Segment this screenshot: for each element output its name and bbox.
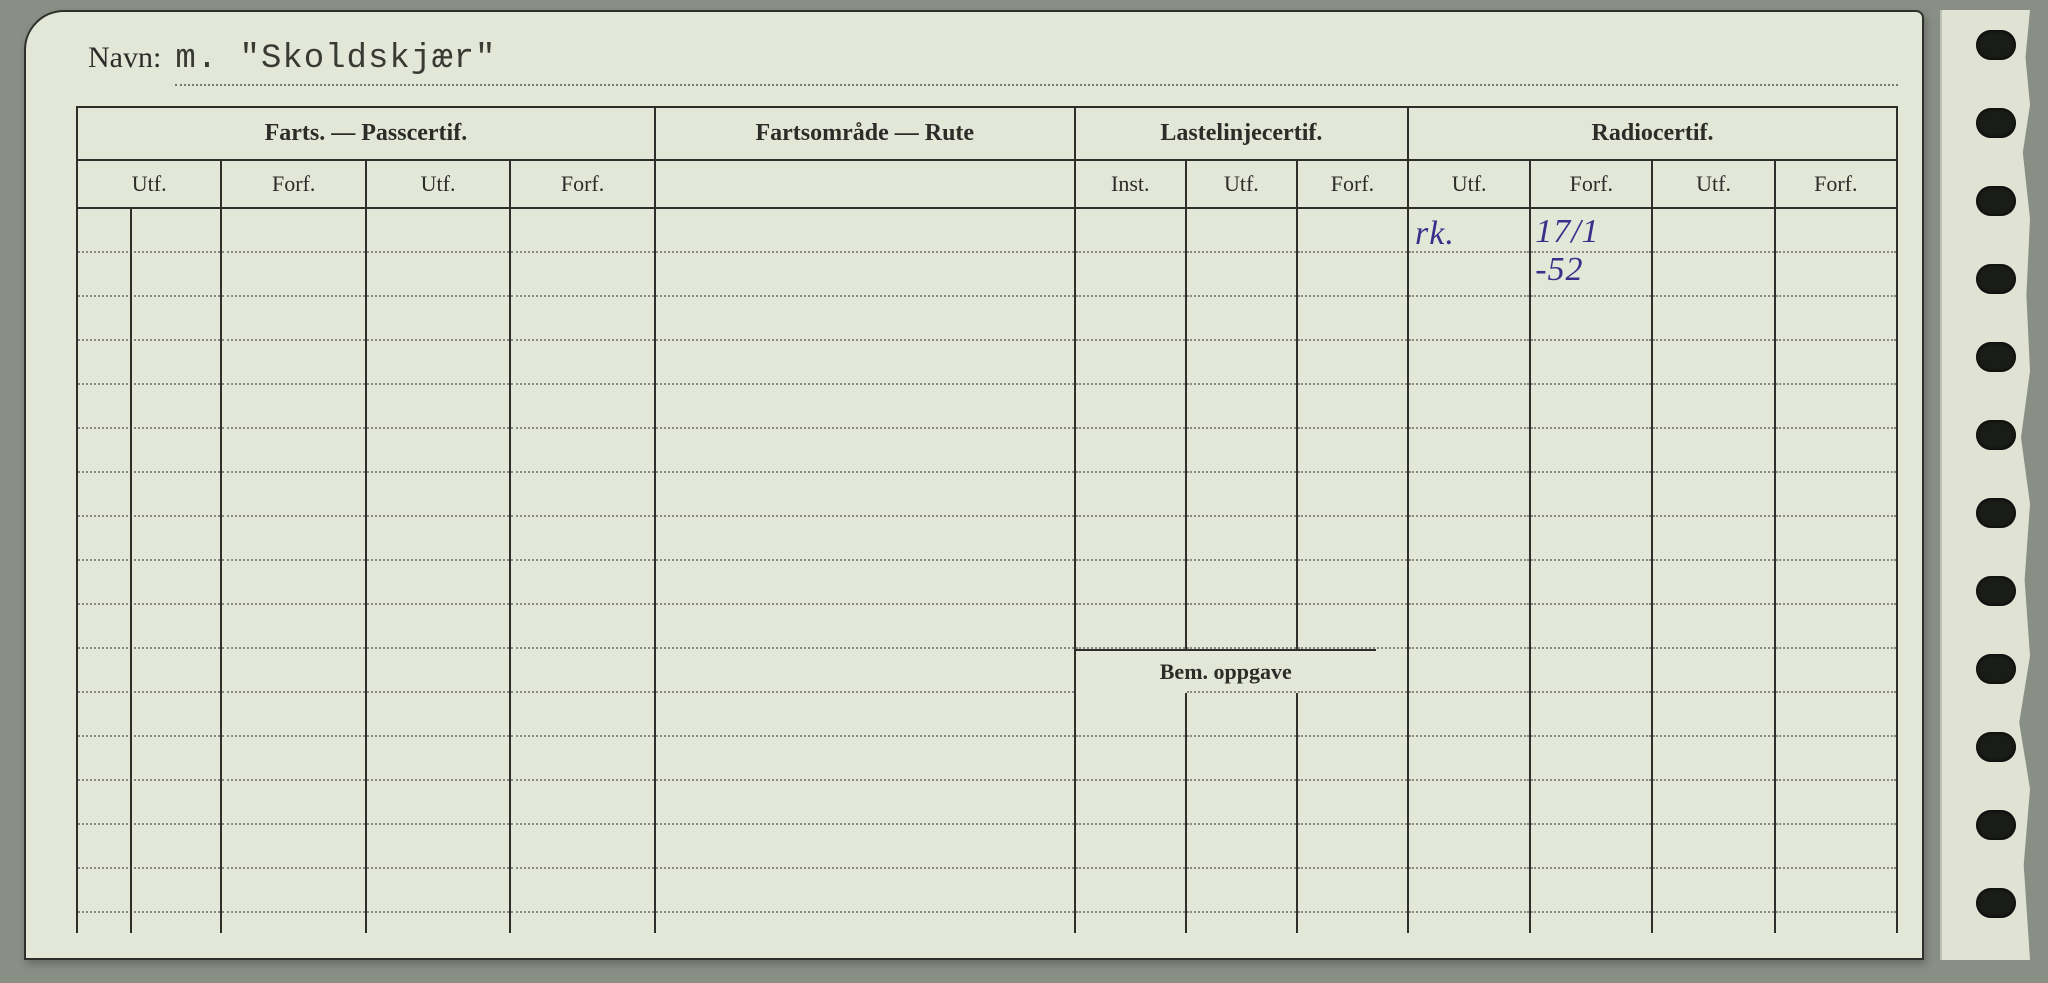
body-cell-radio-3 <box>1775 208 1897 933</box>
binder-hole <box>1976 342 2016 372</box>
certificate-table: Farts. — Passcertif.Fartsområde — RuteLa… <box>76 106 1898 933</box>
group-header-farts_pass: Farts. — Passcertif. <box>77 107 655 160</box>
body-cell-farts_pass-1 <box>221 208 365 933</box>
page: Navn: m. "Skoldskjær" Farts. — Passcerti… <box>0 0 2048 983</box>
name-value: m. "Skoldskjær" <box>175 40 496 78</box>
inner-subdivider <box>130 209 132 933</box>
body-cell-fartsomrade-0 <box>655 208 1075 933</box>
binder-hole <box>1976 654 2016 684</box>
table-sub-row: Utf.Forf.Utf.Forf.Inst.Utf.Forf.Utf.Forf… <box>77 160 1897 208</box>
body-cell-lastelinje-1 <box>1186 208 1297 933</box>
table-group-row: Farts. — Passcertif.Fartsområde — RuteLa… <box>77 107 1897 160</box>
body-cell-lastelinje-0: Bem. oppgave <box>1075 208 1186 933</box>
body-cell-farts_pass-3 <box>510 208 654 933</box>
index-card: Navn: m. "Skoldskjær" Farts. — Passcerti… <box>24 10 1924 960</box>
name-field: m. "Skoldskjær" <box>175 40 1898 86</box>
binder-hole <box>1976 30 2016 60</box>
body-cell-farts_pass-2 <box>366 208 510 933</box>
body-cell-lastelinje-2 <box>1297 208 1408 933</box>
group-header-fartsomrade: Fartsområde — Rute <box>655 107 1075 160</box>
sub-header-radio-3: Forf. <box>1775 160 1897 208</box>
sub-header-radio-1: Forf. <box>1530 160 1652 208</box>
sub-header-fartsomrade-0 <box>655 160 1075 208</box>
sub-header-farts_pass-2: Utf. <box>366 160 510 208</box>
binder-hole <box>1976 732 2016 762</box>
sub-header-radio-2: Utf. <box>1652 160 1774 208</box>
body-cell-radio-2 <box>1652 208 1774 933</box>
name-row: Navn: m. "Skoldskjær" <box>88 40 1898 86</box>
handwritten-entry-1: rk. <box>1415 215 1455 253</box>
handwritten-entry-2: 17/1 -52 <box>1535 213 1651 289</box>
group-header-radio: Radiocertif. <box>1408 107 1897 160</box>
sub-header-radio-0: Utf. <box>1408 160 1530 208</box>
name-label: Navn: <box>88 41 161 75</box>
group-header-lastelinje: Lastelinjecertif. <box>1075 107 1408 160</box>
torn-binder-edge <box>1940 10 2030 960</box>
binder-hole <box>1976 108 2016 138</box>
body-cell-farts_pass-0 <box>77 208 221 933</box>
binder-hole <box>1976 888 2016 918</box>
body-cell-radio-1: 17/1 -52 <box>1530 208 1652 933</box>
sub-header-lastelinje-2: Forf. <box>1297 160 1408 208</box>
binder-hole <box>1976 576 2016 606</box>
table-body-row: Bem. oppgave rk. 17/1 -52 <box>77 208 1897 933</box>
binder-hole <box>1976 498 2016 528</box>
body-cell-radio-0: rk. <box>1408 208 1530 933</box>
binder-hole <box>1976 810 2016 840</box>
sub-header-farts_pass-0: Utf. <box>77 160 221 208</box>
binder-hole <box>1976 186 2016 216</box>
sub-header-farts_pass-3: Forf. <box>510 160 654 208</box>
sub-header-lastelinje-0: Inst. <box>1075 160 1186 208</box>
binder-hole <box>1976 264 2016 294</box>
sub-header-farts_pass-1: Forf. <box>221 160 365 208</box>
sub-header-lastelinje-1: Utf. <box>1186 160 1297 208</box>
binder-hole <box>1976 420 2016 450</box>
